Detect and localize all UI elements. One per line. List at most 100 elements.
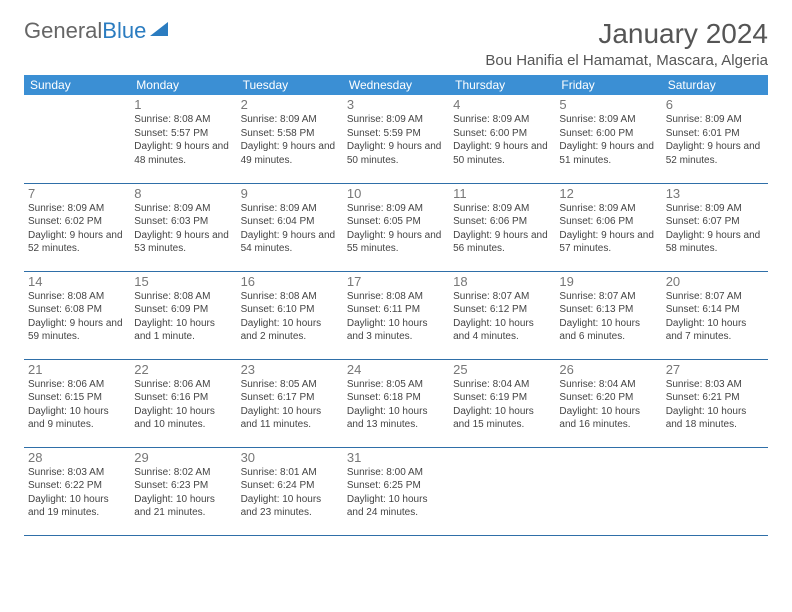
calendar-day-cell: 26Sunrise: 8:04 AMSunset: 6:20 PMDayligh… <box>555 359 661 447</box>
day-info: Sunrise: 8:09 AMSunset: 6:07 PMDaylight:… <box>666 202 764 256</box>
weekday-header: Wednesday <box>343 75 449 95</box>
calendar-day-cell: 2Sunrise: 8:09 AMSunset: 5:58 PMDaylight… <box>237 95 343 183</box>
day-info: Sunrise: 8:08 AMSunset: 6:11 PMDaylight:… <box>347 290 445 344</box>
logo: GeneralBlue <box>24 18 170 44</box>
day-number: 1 <box>134 97 232 112</box>
day-number: 17 <box>347 274 445 289</box>
calendar-day-cell: 23Sunrise: 8:05 AMSunset: 6:17 PMDayligh… <box>237 359 343 447</box>
day-info: Sunrise: 8:09 AMSunset: 6:06 PMDaylight:… <box>559 202 657 256</box>
day-info: Sunrise: 8:09 AMSunset: 6:00 PMDaylight:… <box>559 113 657 167</box>
day-info: Sunrise: 8:00 AMSunset: 6:25 PMDaylight:… <box>347 466 445 520</box>
calendar-day-cell: 13Sunrise: 8:09 AMSunset: 6:07 PMDayligh… <box>662 183 768 271</box>
calendar-day-cell: 1Sunrise: 8:08 AMSunset: 5:57 PMDaylight… <box>130 95 236 183</box>
weekday-header-row: Sunday Monday Tuesday Wednesday Thursday… <box>24 75 768 95</box>
day-number: 28 <box>28 450 126 465</box>
day-info: Sunrise: 8:08 AMSunset: 6:10 PMDaylight:… <box>241 290 339 344</box>
day-info: Sunrise: 8:05 AMSunset: 6:17 PMDaylight:… <box>241 378 339 432</box>
calendar-day-cell: 16Sunrise: 8:08 AMSunset: 6:10 PMDayligh… <box>237 271 343 359</box>
calendar-day-cell <box>24 95 130 183</box>
weekday-header: Monday <box>130 75 236 95</box>
day-number: 20 <box>666 274 764 289</box>
calendar-day-cell: 18Sunrise: 8:07 AMSunset: 6:12 PMDayligh… <box>449 271 555 359</box>
day-info: Sunrise: 8:04 AMSunset: 6:19 PMDaylight:… <box>453 378 551 432</box>
day-info: Sunrise: 8:02 AMSunset: 6:23 PMDaylight:… <box>134 466 232 520</box>
day-info: Sunrise: 8:09 AMSunset: 6:00 PMDaylight:… <box>453 113 551 167</box>
calendar-day-cell: 20Sunrise: 8:07 AMSunset: 6:14 PMDayligh… <box>662 271 768 359</box>
calendar-day-cell: 27Sunrise: 8:03 AMSunset: 6:21 PMDayligh… <box>662 359 768 447</box>
calendar-day-cell: 6Sunrise: 8:09 AMSunset: 6:01 PMDaylight… <box>662 95 768 183</box>
header: GeneralBlue January 2024 Bou Hanifia el … <box>24 18 768 69</box>
day-number: 29 <box>134 450 232 465</box>
day-number: 21 <box>28 362 126 377</box>
calendar-day-cell <box>449 447 555 535</box>
calendar-day-cell: 4Sunrise: 8:09 AMSunset: 6:00 PMDaylight… <box>449 95 555 183</box>
weekday-header: Saturday <box>662 75 768 95</box>
day-number: 9 <box>241 186 339 201</box>
day-number: 12 <box>559 186 657 201</box>
calendar-day-cell: 24Sunrise: 8:05 AMSunset: 6:18 PMDayligh… <box>343 359 449 447</box>
day-number: 14 <box>28 274 126 289</box>
calendar-day-cell: 25Sunrise: 8:04 AMSunset: 6:19 PMDayligh… <box>449 359 555 447</box>
day-info: Sunrise: 8:08 AMSunset: 5:57 PMDaylight:… <box>134 113 232 167</box>
day-number: 7 <box>28 186 126 201</box>
day-number: 22 <box>134 362 232 377</box>
calendar-week-row: 1Sunrise: 8:08 AMSunset: 5:57 PMDaylight… <box>24 95 768 183</box>
day-number: 23 <box>241 362 339 377</box>
day-info: Sunrise: 8:09 AMSunset: 6:06 PMDaylight:… <box>453 202 551 256</box>
day-info: Sunrise: 8:07 AMSunset: 6:13 PMDaylight:… <box>559 290 657 344</box>
day-number: 19 <box>559 274 657 289</box>
day-info: Sunrise: 8:04 AMSunset: 6:20 PMDaylight:… <box>559 378 657 432</box>
day-number: 25 <box>453 362 551 377</box>
location-subtitle: Bou Hanifia el Hamamat, Mascara, Algeria <box>485 52 768 69</box>
day-info: Sunrise: 8:06 AMSunset: 6:15 PMDaylight:… <box>28 378 126 432</box>
calendar-day-cell: 17Sunrise: 8:08 AMSunset: 6:11 PMDayligh… <box>343 271 449 359</box>
day-info: Sunrise: 8:03 AMSunset: 6:22 PMDaylight:… <box>28 466 126 520</box>
calendar-week-row: 28Sunrise: 8:03 AMSunset: 6:22 PMDayligh… <box>24 447 768 535</box>
calendar-week-row: 7Sunrise: 8:09 AMSunset: 6:02 PMDaylight… <box>24 183 768 271</box>
day-number: 10 <box>347 186 445 201</box>
calendar-day-cell: 8Sunrise: 8:09 AMSunset: 6:03 PMDaylight… <box>130 183 236 271</box>
calendar-day-cell: 30Sunrise: 8:01 AMSunset: 6:24 PMDayligh… <box>237 447 343 535</box>
title-block: January 2024 Bou Hanifia el Hamamat, Mas… <box>485 18 768 69</box>
day-number: 26 <box>559 362 657 377</box>
day-info: Sunrise: 8:09 AMSunset: 5:58 PMDaylight:… <box>241 113 339 167</box>
page-title: January 2024 <box>485 18 768 50</box>
logo-sail-icon <box>148 18 170 44</box>
logo-text-general: General <box>24 18 102 44</box>
calendar-day-cell: 15Sunrise: 8:08 AMSunset: 6:09 PMDayligh… <box>130 271 236 359</box>
calendar-day-cell: 19Sunrise: 8:07 AMSunset: 6:13 PMDayligh… <box>555 271 661 359</box>
day-number: 31 <box>347 450 445 465</box>
calendar-day-cell: 9Sunrise: 8:09 AMSunset: 6:04 PMDaylight… <box>237 183 343 271</box>
calendar-week-row: 21Sunrise: 8:06 AMSunset: 6:15 PMDayligh… <box>24 359 768 447</box>
day-info: Sunrise: 8:07 AMSunset: 6:12 PMDaylight:… <box>453 290 551 344</box>
calendar-day-cell: 11Sunrise: 8:09 AMSunset: 6:06 PMDayligh… <box>449 183 555 271</box>
calendar-day-cell: 29Sunrise: 8:02 AMSunset: 6:23 PMDayligh… <box>130 447 236 535</box>
day-info: Sunrise: 8:06 AMSunset: 6:16 PMDaylight:… <box>134 378 232 432</box>
calendar-table: Sunday Monday Tuesday Wednesday Thursday… <box>24 75 768 536</box>
day-number: 18 <box>453 274 551 289</box>
day-number: 30 <box>241 450 339 465</box>
weekday-header: Friday <box>555 75 661 95</box>
day-number: 5 <box>559 97 657 112</box>
calendar-day-cell <box>662 447 768 535</box>
day-number: 13 <box>666 186 764 201</box>
day-number: 11 <box>453 186 551 201</box>
day-number: 6 <box>666 97 764 112</box>
day-info: Sunrise: 8:09 AMSunset: 5:59 PMDaylight:… <box>347 113 445 167</box>
day-info: Sunrise: 8:07 AMSunset: 6:14 PMDaylight:… <box>666 290 764 344</box>
day-number: 16 <box>241 274 339 289</box>
day-info: Sunrise: 8:09 AMSunset: 6:01 PMDaylight:… <box>666 113 764 167</box>
day-info: Sunrise: 8:09 AMSunset: 6:02 PMDaylight:… <box>28 202 126 256</box>
day-number: 27 <box>666 362 764 377</box>
calendar-day-cell: 14Sunrise: 8:08 AMSunset: 6:08 PMDayligh… <box>24 271 130 359</box>
day-info: Sunrise: 8:08 AMSunset: 6:09 PMDaylight:… <box>134 290 232 344</box>
calendar-day-cell: 12Sunrise: 8:09 AMSunset: 6:06 PMDayligh… <box>555 183 661 271</box>
weekday-header: Thursday <box>449 75 555 95</box>
day-info: Sunrise: 8:01 AMSunset: 6:24 PMDaylight:… <box>241 466 339 520</box>
day-number: 2 <box>241 97 339 112</box>
weekday-header: Sunday <box>24 75 130 95</box>
calendar-day-cell: 3Sunrise: 8:09 AMSunset: 5:59 PMDaylight… <box>343 95 449 183</box>
calendar-day-cell: 10Sunrise: 8:09 AMSunset: 6:05 PMDayligh… <box>343 183 449 271</box>
calendar-day-cell: 28Sunrise: 8:03 AMSunset: 6:22 PMDayligh… <box>24 447 130 535</box>
day-info: Sunrise: 8:03 AMSunset: 6:21 PMDaylight:… <box>666 378 764 432</box>
